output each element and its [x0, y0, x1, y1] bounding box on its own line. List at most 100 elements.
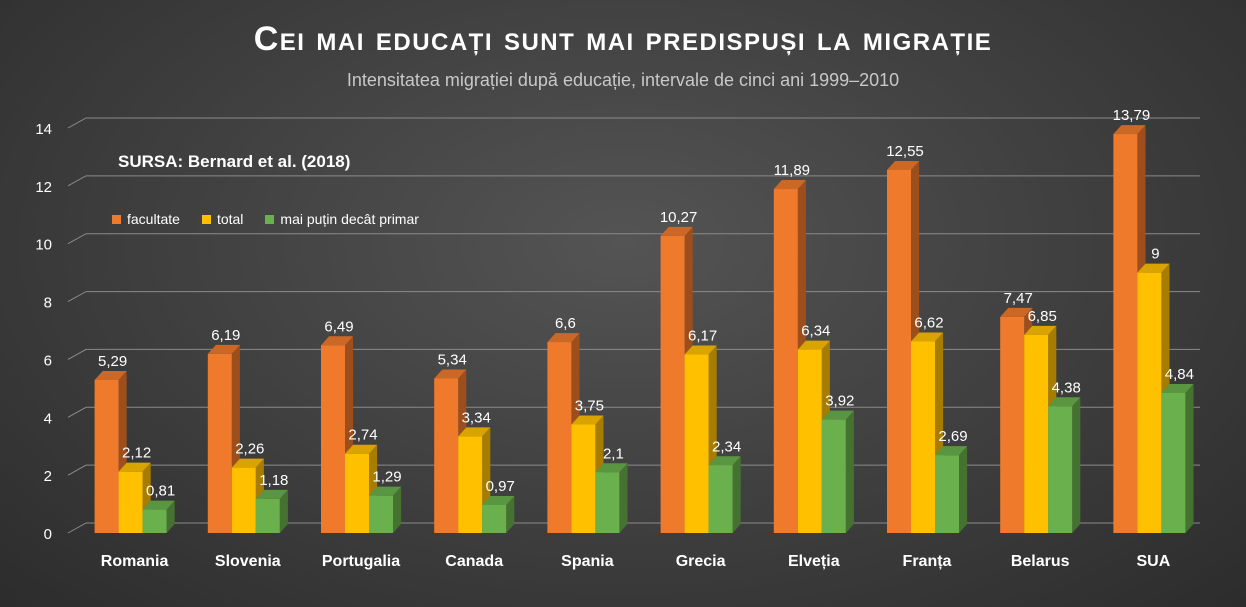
bar-top [708, 456, 741, 466]
legend-swatch-primar [265, 214, 275, 224]
y-tick-label: 4 [44, 410, 52, 427]
bar-facultate [660, 235, 685, 533]
legend-item-total: total [201, 211, 244, 227]
bar-top [911, 332, 944, 342]
data-label: 12,55 [886, 143, 924, 160]
x-tick-label: Spania [561, 553, 614, 570]
data-labels: 5,29 2,12 0,81 6,19 2,26 1,18 6,49 2,74 1,29 5,34… [98, 107, 1194, 499]
x-tick-label: Belarus [1011, 553, 1070, 570]
data-label: 10,27 [660, 209, 698, 226]
bar-top [255, 489, 288, 499]
bar-total [1024, 334, 1049, 533]
data-label: 2,12 [122, 445, 151, 462]
legend: facultate total mai puțin decât primar [112, 211, 419, 227]
data-label: 11,89 [774, 162, 810, 179]
bar-side [166, 500, 175, 533]
legend-item-facultate: facultate [112, 211, 180, 227]
bar-facultate [887, 169, 911, 534]
x-tick-label: Canada [445, 553, 503, 570]
bar-facultate [434, 378, 459, 533]
bar-top [369, 486, 402, 496]
x-tick-label: Romania [101, 553, 169, 570]
data-label: 6,17 [688, 328, 717, 345]
legend-label-facultate: facultate [127, 211, 180, 227]
bar-top [345, 444, 378, 454]
bar-total [1137, 272, 1162, 533]
bar-top [887, 160, 920, 170]
x-tick-label: SUA [1137, 553, 1171, 570]
data-label: 6,19 [211, 327, 240, 344]
bar-side [959, 446, 968, 533]
data-label: 0,81 [146, 483, 175, 500]
legend-label-primar: mai puțin decât primar [280, 211, 419, 227]
bar-top [1113, 125, 1146, 135]
data-label: 3,75 [575, 398, 604, 415]
bar-top [207, 344, 240, 354]
data-label: 6,49 [324, 318, 353, 335]
bar-mai-pu-in-dec-t-primar [821, 419, 846, 533]
bar-total [911, 341, 935, 533]
bar-top [118, 462, 151, 472]
bar-top [821, 410, 854, 420]
bar-facultate [1113, 134, 1138, 533]
bar-facultate [94, 379, 119, 533]
bar-top [684, 345, 717, 355]
bar-top [1000, 307, 1033, 317]
data-label: 1,29 [372, 469, 401, 486]
bar-top [1161, 383, 1194, 393]
legend-swatch-facultate [112, 214, 121, 224]
bar-top [482, 495, 515, 505]
gridline [67, 291, 1200, 303]
bar-mai-pu-in-dec-t-primar [1161, 392, 1186, 533]
bar-total [571, 424, 596, 533]
data-label: 6,85 [1028, 308, 1057, 325]
y-tick-label: 2 [44, 468, 52, 485]
data-label: 6,62 [914, 314, 943, 331]
bar-mai-pu-in-dec-t-primar [708, 465, 733, 533]
bar-top [321, 336, 354, 346]
bar-facultate [321, 345, 345, 533]
bar-side [619, 463, 628, 533]
bar-top [935, 446, 968, 456]
bar-mai-pu-in-dec-t-primar [142, 509, 167, 533]
bar-side [506, 495, 515, 533]
data-label: 6,6 [555, 315, 576, 332]
gridline [67, 233, 1200, 245]
data-label: 2,69 [938, 428, 967, 445]
bars [94, 125, 1194, 534]
bar-mai-pu-in-dec-t-primar [255, 498, 280, 533]
bar-side [1185, 383, 1194, 533]
x-tick-label: Grecia [676, 553, 726, 570]
data-label: 1,18 [259, 472, 288, 489]
data-label: 13,79 [1113, 107, 1151, 124]
data-label: 7,47 [1004, 290, 1033, 307]
bar-facultate [207, 353, 232, 533]
data-label: 2,1 [603, 445, 624, 462]
data-label: 3,34 [462, 409, 491, 426]
legend-item-primar: mai puțin decât primar [265, 211, 419, 227]
bar-top [547, 333, 580, 343]
bar-total [118, 471, 143, 533]
bar-side [732, 456, 741, 533]
x-tick-label: Portugalia [322, 553, 400, 570]
bar-mai-pu-in-dec-t-primar [935, 455, 959, 533]
data-label: 2,34 [712, 438, 741, 455]
chart-subtitle: Intensitatea migrației după educație, in… [346, 70, 900, 90]
data-label: 9 [1151, 246, 1159, 263]
data-label: 0,97 [486, 478, 515, 495]
bar-top [1048, 397, 1081, 407]
bar-top [231, 458, 264, 468]
y-tick-label: 10 [35, 237, 52, 254]
bar-top [595, 463, 628, 473]
data-label: 2,74 [348, 427, 377, 444]
y-axis-ticks: 0 2 4 6 8 10 12 14 [35, 121, 52, 543]
bar-top [434, 369, 467, 379]
legend-label-total: total [216, 211, 244, 227]
y-tick-label: 0 [44, 526, 52, 543]
y-tick-label: 6 [44, 352, 52, 369]
x-tick-label: Slovenia [215, 553, 281, 570]
bar-top [142, 500, 175, 510]
bar-mai-pu-in-dec-t-primar [369, 495, 393, 533]
bar-top [458, 427, 491, 437]
x-tick-label: Elveția [788, 553, 840, 570]
